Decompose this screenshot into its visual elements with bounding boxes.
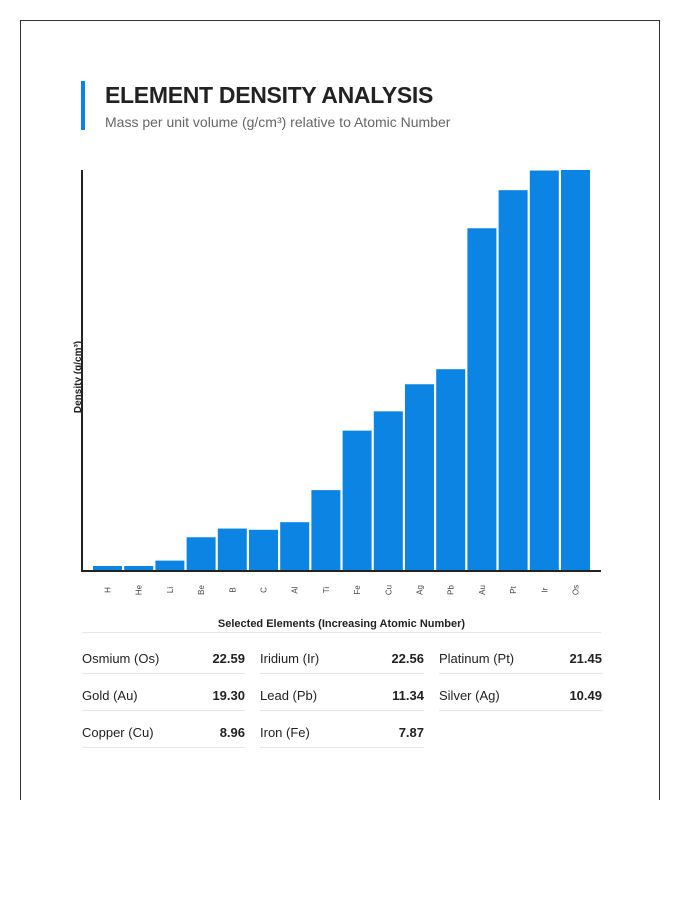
bar-pt <box>498 190 528 571</box>
x-tick-label: Pb <box>447 585 456 595</box>
element-density: 21.45 <box>569 650 602 666</box>
title-accent-bar <box>81 81 85 130</box>
element-name: Iridium (Ir) <box>260 650 320 666</box>
bar-b <box>217 528 247 570</box>
x-tick-label: Os <box>572 585 581 595</box>
x-tick-label: He <box>135 584 144 595</box>
density-table: Osmium (Os) 22.59 Iridium (Ir) 22.56 Plati… <box>82 643 602 754</box>
divider <box>82 632 601 633</box>
x-tick-label: Ag <box>416 585 425 595</box>
bar-li <box>155 560 185 570</box>
x-tick-label: Al <box>291 586 300 593</box>
x-tick-label: Pt <box>509 585 518 593</box>
bar-pb <box>436 369 466 570</box>
element-density: 22.59 <box>212 650 245 666</box>
table-cell: Platinum (Pt) 21.45 <box>439 643 602 674</box>
element-name: Lead (Pb) <box>260 687 318 703</box>
element-density: 7.87 <box>398 724 424 740</box>
x-tick-label: B <box>228 587 237 592</box>
element-density: 22.56 <box>391 650 424 666</box>
x-tick-label: Li <box>166 587 175 593</box>
x-tick-label: Fe <box>353 585 362 595</box>
bar-h <box>93 566 122 570</box>
bar-os <box>561 170 590 570</box>
x-tick-label: Be <box>197 585 206 595</box>
bar-cu <box>373 411 403 570</box>
table-cell: Silver (Ag) 10.49 <box>439 680 602 711</box>
bar-he <box>124 566 154 570</box>
x-tick-label: C <box>260 587 269 593</box>
bar-au <box>467 228 497 570</box>
table-cell: Iridium (Ir) 22.56 <box>260 643 424 674</box>
element-name: Osmium (Os) <box>82 650 160 666</box>
y-axis-label: Density (g/cm³) <box>73 341 84 413</box>
table-cell: Lead (Pb) 11.34 <box>260 680 424 711</box>
element-name: Iron (Fe) <box>260 724 310 740</box>
element-name: Gold (Au) <box>82 687 138 703</box>
table-cell: Osmium (Os) 22.59 <box>82 643 245 674</box>
x-tick-label: H <box>104 587 113 593</box>
bar-ti <box>311 490 341 570</box>
x-axis-label: Selected Elements (Increasing Atomic Num… <box>217 618 466 630</box>
x-tick-label: Ir <box>540 587 549 592</box>
bar-ir <box>529 170 559 571</box>
page-subtitle: Mass per unit volume (g/cm³) relative to… <box>105 114 451 130</box>
x-tick-label: Cu <box>384 585 393 595</box>
element-density: 8.96 <box>219 724 245 740</box>
table-cell: Copper (Cu) 8.96 <box>82 717 245 748</box>
element-name: Silver (Ag) <box>439 687 500 703</box>
table-cell: Iron (Fe) 7.87 <box>260 717 424 748</box>
bar-al <box>280 522 310 570</box>
chart-card <box>20 20 660 800</box>
table-cell: Gold (Au) 19.30 <box>82 680 245 711</box>
element-density: 11.34 <box>392 687 424 703</box>
bar-c <box>249 529 278 570</box>
element-density: 19.30 <box>212 687 245 703</box>
x-tick-label: Ti <box>322 587 331 594</box>
element-name: Copper (Cu) <box>82 724 154 740</box>
bar-be <box>186 537 216 570</box>
x-tick-label: Au <box>478 585 487 595</box>
bar-ag <box>405 384 434 570</box>
element-density: 10.49 <box>569 687 602 703</box>
bar-fe <box>342 430 372 570</box>
element-name: Platinum (Pt) <box>439 650 515 666</box>
page-title: ELEMENT DENSITY ANALYSIS <box>105 82 434 108</box>
